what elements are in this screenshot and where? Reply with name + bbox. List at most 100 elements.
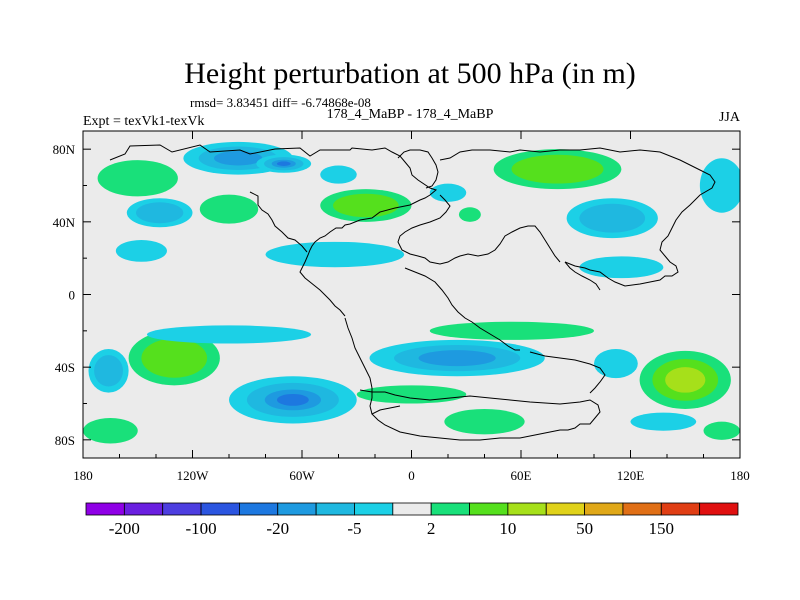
coast-north-america-west [249,191,308,253]
y-tick-label: 80S [55,433,75,448]
x-tick-label: 120E [617,468,645,483]
x-axis: 180 120W 60W 0 60E 120E 180 [73,131,750,483]
anomaly-cell [579,256,664,279]
coast-europe [397,194,561,265]
anomaly-cell [444,408,525,435]
plot-background [83,131,740,458]
anomaly-cell [88,349,129,393]
colorbar-swatch [277,502,317,516]
anomaly-cell [97,160,178,197]
colorbar-label: 10 [499,519,516,538]
colorbar-label: -100 [185,519,216,538]
x-tick-label: 60E [511,468,532,483]
coast-south-america [344,317,373,415]
anomaly-contour-level [146,325,312,344]
anomaly-field [83,141,740,444]
center-label: 178_4_MaBP - 178_4_MaBP [327,107,494,122]
left-label: Expt = texVk1-texVk [83,114,204,129]
colorbar-swatch [354,502,394,516]
anomaly-cell [256,154,312,173]
y-tick-label: 0 [69,288,76,303]
x-tick-label: 60W [289,468,315,483]
colorbar-label: 150 [649,519,675,538]
anomaly-contour-level [199,194,259,224]
y-tick-label: 80N [53,142,76,157]
anomaly-cell [639,350,731,409]
anomaly-contour-level [579,256,664,279]
colorbar-swatch [584,502,624,516]
anomaly-cell [115,240,167,262]
coast-south-asia [564,261,601,291]
anomaly-cell [703,421,740,440]
anomaly-cell [83,418,138,444]
colorbar-swatch [545,502,585,516]
colorbar-label: -5 [347,519,361,538]
x-tick-label: 180 [73,468,93,483]
anomaly-cell [265,241,405,268]
anomaly-contour-level [356,385,467,404]
colorbar-swatch [699,502,739,516]
colorbar-swatch [392,502,432,516]
anomaly-cell [320,189,412,222]
anomaly-contour-level [699,158,740,213]
y-axis: 80N 40N 0 40S 80S [53,142,740,448]
anomaly-contour-level [630,412,697,431]
chart-title: Height perturbation at 500 hPa (in m) [184,57,636,90]
colorbar-swatch [315,502,355,516]
anomaly-cell [630,412,697,431]
colorbar-swatch [239,502,279,516]
anomaly-contour-level [115,240,167,262]
colorbar-label: 2 [427,519,436,538]
colorbar-label: -20 [266,519,289,538]
coast-greenland [397,149,439,189]
anomaly-contour-level [83,418,138,444]
anomaly-contour-level [276,393,309,406]
anomaly-cell [493,149,622,190]
coast-antarctica [359,389,601,441]
stats-text: rmsd= 3.83451 diff= -6.74868e-08 [190,95,371,110]
colorbar-swatch [622,502,662,516]
anomaly-contour-level [418,350,496,367]
coast-north-america [109,144,438,317]
colorbar-label: -200 [109,519,140,538]
anomaly-cell [126,198,193,228]
anomaly-cell [594,349,638,379]
colorbar-swatch [85,502,125,516]
season-label: JJA [719,110,741,125]
x-tick-label: 120W [177,468,210,483]
anomaly-cell [429,183,467,202]
colorbar-label: 50 [576,519,593,538]
anomaly-contour-level [141,338,208,378]
colorbar-swatch [430,502,470,516]
anomaly-cell [146,325,312,344]
anomaly-cell [320,165,357,184]
anomaly-contour-level [276,161,291,166]
x-tick-label: 180 [730,468,750,483]
anomaly-cell [128,330,220,386]
anomaly-contour-level [320,165,357,184]
anomaly-contour-level [458,207,481,222]
anomaly-contour-level [444,408,525,435]
anomaly-contour-level [703,421,740,440]
anomaly-cell [229,376,357,424]
anomaly-contour-level [94,355,124,387]
colorbar-swatch [660,502,701,516]
anomaly-contour-level [333,193,399,218]
anomaly-cell [369,339,545,377]
anomaly-contour-level [579,203,646,233]
anomaly-contour-level [594,349,638,379]
anomaly-contour-level [665,367,706,393]
y-tick-label: 40N [53,215,76,230]
colorbar-swatch [469,502,509,516]
coast-eurasia [439,147,716,287]
colorbar-swatch [507,502,547,516]
anomaly-cell [429,321,594,340]
anomaly-contour-level [135,202,184,224]
anomaly-contour-level [429,321,594,340]
y-tick-label: 40S [55,360,75,375]
anomaly-contour-level [429,183,467,202]
anomaly-cell [458,207,481,222]
coastline [109,144,716,441]
anomaly-contour-level [214,151,263,166]
